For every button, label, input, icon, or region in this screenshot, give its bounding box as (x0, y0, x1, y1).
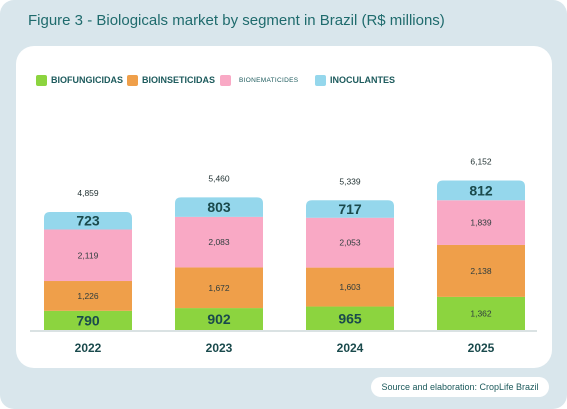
legend-label-bioinseticidas: BIOINSETICIDAS (142, 75, 216, 85)
legend-swatch-biofungicidas (36, 74, 47, 86)
legend-swatch-inoculantes (315, 74, 326, 86)
data-label-bionematicides-2024: 2,053 (339, 238, 361, 248)
legend-label-inoculantes: INOCULANTES (330, 75, 395, 85)
bar-segment-biofungicidas-2022 (44, 310, 132, 330)
x-tick-label-2024: 2024 (337, 341, 364, 355)
total-label-2025: 6,152 (470, 157, 492, 167)
legend-swatch-bioinseticidas (127, 74, 138, 86)
total-label-2023: 5,460 (208, 173, 230, 183)
bar-segment-bioinseticidas-2025 (437, 244, 525, 297)
total-label-2022: 4,859 (77, 188, 99, 198)
legend-swatch-bionematicides (220, 74, 231, 86)
source-note: Source and elaboration: CropLife Brazil (371, 377, 549, 397)
bar-segment-bionematicides-2023 (175, 216, 263, 268)
data-label-bionematicides-2022: 2,119 (78, 250, 99, 260)
data-label-inoculantes-2024: 717 (338, 201, 362, 217)
x-tick-label-2023: 2023 (206, 341, 233, 355)
bar-segment-bionematicides-2024 (306, 217, 394, 268)
legend-item-inoculantes: INOCULANTES (315, 73, 395, 87)
data-label-biofungicidas-2022: 790 (76, 312, 100, 328)
bar-segment-biofungicidas-2025 (437, 296, 525, 330)
bar-segment-inoculantes-2023 (175, 197, 263, 217)
bar-segment-biofungicidas-2024 (306, 306, 394, 330)
legend-item-biofungicidas: BIOFUNGICIDAS (36, 73, 123, 87)
x-tick-label-2025: 2025 (468, 341, 495, 355)
bar-segment-inoculantes-2025 (437, 180, 525, 201)
total-label-2024: 5,339 (339, 176, 361, 186)
data-label-inoculantes-2022: 723 (76, 213, 100, 229)
data-label-bionematicides-2025: 1,839 (470, 218, 492, 228)
bar-segment-bionematicides-2022 (44, 229, 132, 282)
data-label-bionematicides-2023: 2,083 (208, 237, 230, 247)
bar-segment-bioinseticidas-2023 (175, 267, 263, 309)
data-label-inoculantes-2025: 812 (469, 182, 493, 198)
bar-segment-biofungicidas-2023 (175, 308, 263, 330)
figure-title: Figure 3 - Biologicals market by segment… (28, 12, 445, 29)
legend-item-bionematicides: BIONEMATICIDES (220, 73, 298, 87)
data-label-inoculantes-2023: 803 (207, 199, 231, 215)
data-label-biofungicidas-2024: 965 (338, 310, 362, 326)
x-tick-label-2022: 2022 (75, 341, 102, 355)
data-label-bioinseticidas-2025: 2,138 (470, 266, 492, 276)
bar-segment-inoculantes-2024 (306, 200, 394, 218)
legend-label-biofungicidas: BIOFUNGICIDAS (51, 75, 123, 85)
data-label-bioinseticidas-2023: 1,672 (208, 283, 230, 293)
bar-segment-bioinseticidas-2024 (306, 267, 394, 307)
data-label-biofungicidas-2025: 1,362 (470, 308, 492, 318)
legend-item-bioinseticidas: BIOINSETICIDAS (127, 73, 215, 87)
bar-segment-inoculantes-2022 (44, 211, 132, 230)
data-label-bioinseticidas-2024: 1,603 (339, 282, 361, 292)
data-label-biofungicidas-2023: 902 (207, 311, 231, 327)
bar-segment-bionematicides-2025 (437, 200, 525, 245)
data-label-bioinseticidas-2022: 1,226 (77, 291, 99, 301)
bar-segment-bioinseticidas-2022 (44, 281, 132, 311)
legend-label-bionematicides: BIONEMATICIDES (239, 76, 299, 84)
